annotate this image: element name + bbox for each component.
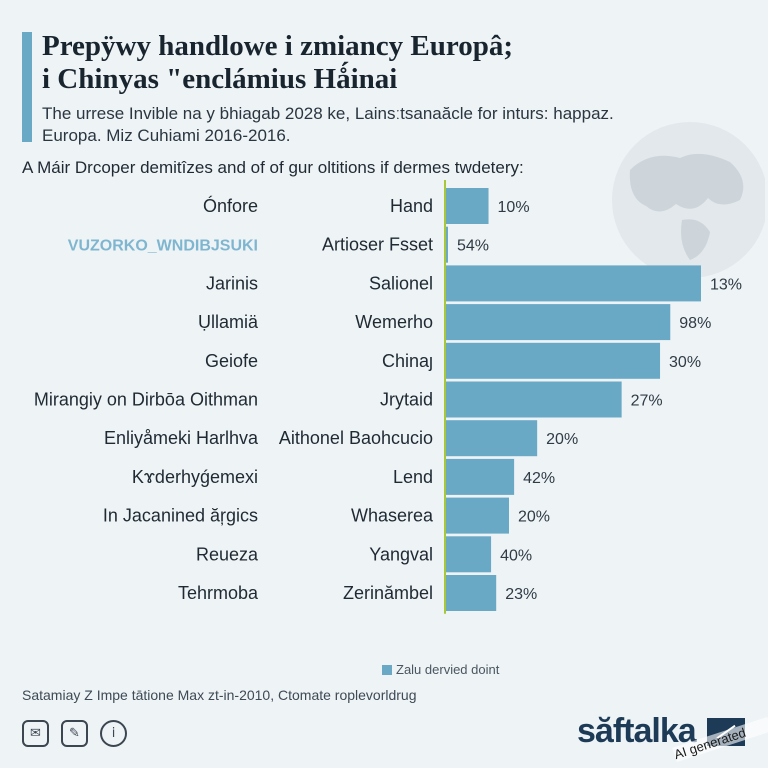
bar — [445, 575, 497, 611]
bar — [445, 536, 492, 573]
category-label: Salionel — [369, 273, 433, 293]
outer-label: Reueza — [196, 544, 259, 564]
category-label: Jrytaid — [380, 390, 433, 410]
value-label: 98% — [679, 315, 711, 332]
value-label: 23% — [505, 586, 537, 603]
page-subtitle: The urrese Invible na y ḃhiagab 2028 ke,… — [42, 103, 662, 147]
legend-label: Zalu dervied doint — [396, 662, 500, 677]
title-accent-bar — [22, 32, 32, 142]
category-label: Chinaȷ — [382, 351, 433, 371]
value-label: 10% — [498, 199, 530, 216]
bar — [445, 226, 448, 263]
category-label: Hand — [390, 196, 433, 216]
chart-legend: Zalu dervied doint — [382, 662, 499, 677]
subtitle-line-1: The urrese Invible na y ḃhiagab 2028 ke,… — [42, 104, 614, 123]
page-title: Prepÿwy handlowe i zmiancy Europâ; i Chi… — [42, 30, 642, 96]
bar — [445, 265, 701, 302]
bar-chart: Hand 10% Ónfore Artioser Fsset 54% VUZORKO_WN… — [34, 180, 742, 614]
chat-icon[interactable]: ✉ — [22, 720, 49, 747]
value-label: 27% — [631, 393, 663, 410]
value-label: 20% — [546, 431, 578, 448]
outer-label: Jarinis — [206, 273, 258, 293]
outer-label: Kɤderhyǵemexi — [132, 467, 258, 487]
bar — [445, 458, 515, 495]
chart-heading: A Máir Drcoper demitîzes and of of gur o… — [22, 158, 524, 177]
outer-label: Enliyåmeki Harlhva — [104, 428, 259, 448]
bar — [445, 420, 538, 457]
value-label: 40% — [500, 547, 532, 564]
info-icon[interactable]: i — [100, 720, 127, 747]
bar — [445, 304, 671, 341]
outer-label: Ụllamiä — [198, 312, 259, 332]
value-label: 54% — [457, 238, 489, 255]
value-label: 42% — [523, 470, 555, 487]
outer-label: VUZORKO_WNDIBJSUKI — [68, 238, 258, 255]
category-label: Aithonel Baohcucio — [279, 428, 433, 448]
value-label: 20% — [518, 509, 550, 526]
outer-label: Geiofe — [205, 351, 258, 371]
bar — [445, 342, 661, 379]
bar — [445, 188, 489, 224]
share-icons: ✉ ✎ i — [22, 720, 127, 747]
pen-icon[interactable]: ✎ — [61, 720, 88, 747]
subtitle-line-2: Europa. Miz Cuhiami 2016-2016. — [42, 126, 291, 145]
category-label: Wemerho — [355, 312, 433, 332]
category-label: Zerinămbel — [343, 583, 433, 603]
category-label: Yangval — [369, 544, 433, 564]
source-note: Satamiay Z Impe tātione Max zt-in-2010, … — [22, 687, 417, 703]
brand-logo: săftalka — [577, 712, 697, 750]
outer-label: In Jacanined ăŗgics — [103, 506, 258, 526]
bar — [445, 497, 509, 534]
outer-label: Ónfore — [203, 195, 258, 216]
value-label: 30% — [669, 354, 701, 371]
title-line-1: Prepÿwy handlowe i zmiancy Europâ; — [42, 30, 514, 62]
legend-swatch — [382, 664, 392, 675]
category-label: Artioser Fsset — [322, 235, 433, 255]
outer-label: Tehrmoba — [178, 583, 259, 603]
category-label: Lend — [393, 467, 433, 487]
title-line-2: i Chinyas "enclámius Hǻinai — [42, 63, 398, 95]
bar — [445, 381, 622, 418]
value-label: 13% — [710, 276, 742, 293]
category-label: Whaserea — [351, 506, 434, 526]
outer-label: Mirangiy on Dirbōa Oithman — [34, 390, 258, 410]
globe-icon — [612, 122, 765, 278]
